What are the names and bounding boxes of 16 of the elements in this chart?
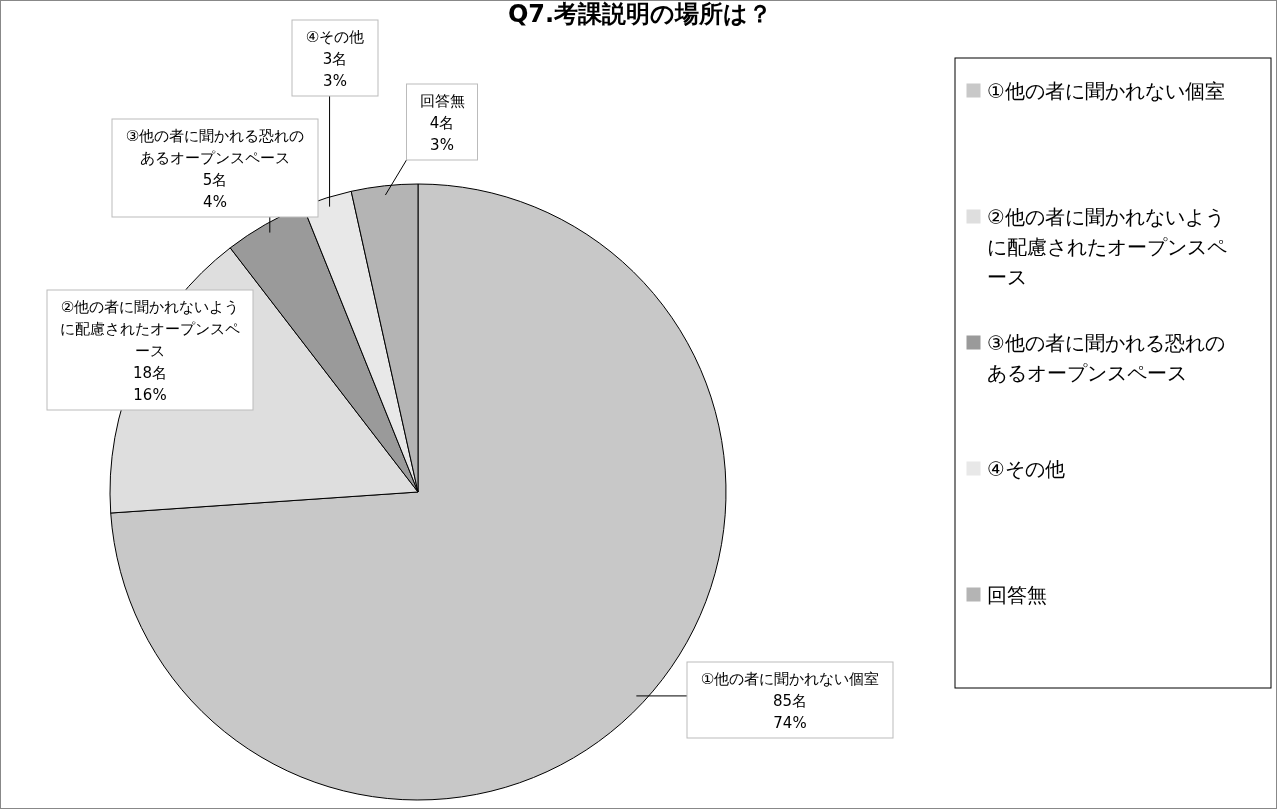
legend-label: ④その他: [987, 457, 1065, 481]
chart-title: Q7.考課説明の場所は？: [507, 0, 773, 28]
legend-label: ②他の者に聞かれないように配慮されたオープンスペース: [987, 205, 1227, 289]
slice-label: ①他の者に聞かれない個室: [700, 670, 880, 688]
data-label: 4名 3%: [429, 114, 455, 154]
legend-label: ③他の者に聞かれる恐れのあるオープンスペース: [987, 331, 1225, 385]
legend-label: ①他の者に聞かれない個室: [987, 79, 1225, 103]
slice-label: ④その他: [305, 28, 365, 46]
data-label: 5名 4%: [202, 171, 228, 211]
data-label: 3名 3%: [322, 50, 348, 90]
slice-label: ③他の者に聞かれる恐れのあるオープンスペース: [125, 127, 305, 167]
legend-label: 回答無: [987, 583, 1047, 607]
slice-label: 回答無: [419, 92, 465, 110]
data-label: 85名 74%: [772, 692, 808, 732]
data-label: 18名 16%: [132, 364, 168, 404]
slice-label: ②他の者に聞かれないように配慮されたオープンスペース: [60, 298, 240, 360]
